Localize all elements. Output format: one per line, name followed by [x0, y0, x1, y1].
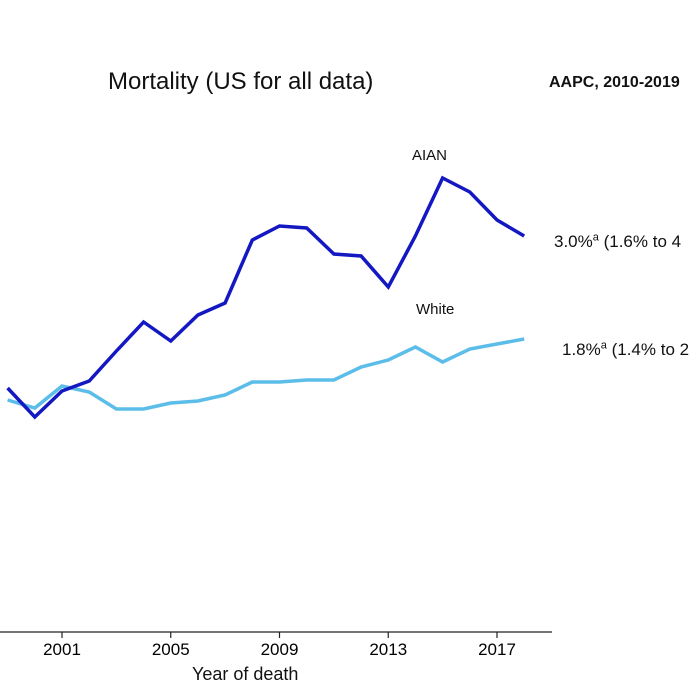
- aapc-aian-sup: a: [592, 231, 599, 244]
- aapc-white-value: 1.8%: [562, 340, 601, 359]
- aapc-aian-value: 3.0%: [554, 232, 593, 251]
- x-tick-label: 2013: [369, 640, 407, 659]
- x-tick-label: 2009: [261, 640, 299, 659]
- aapc-aian: 3.0%a (1.6% to 4: [554, 232, 681, 252]
- series-label-aian: AIAN: [412, 147, 448, 164]
- x-tick-label: 2017: [478, 640, 516, 659]
- aapc-white-ci: (1.4% to 2: [606, 340, 690, 359]
- chart-title: Mortality (US for all data): [108, 68, 374, 95]
- series-line-white: [7, 337, 525, 411]
- x-tick-label: 2005: [152, 640, 190, 659]
- aapc-aian-ci: (1.6% to 4: [598, 232, 682, 251]
- aapc-white-sup: a: [600, 339, 607, 352]
- x-axis-label: Year of death: [192, 664, 299, 684]
- series-lines: [6, 175, 526, 420]
- series-label-white: White: [416, 301, 455, 318]
- aapc-white: 1.8%a (1.4% to 2: [562, 340, 689, 360]
- x-axis-ticks: 2001 2005 2009 2013 2017: [43, 632, 516, 659]
- x-tick-label: 2001: [43, 640, 81, 659]
- series-line-aian: [6, 175, 526, 420]
- aapc-header: AAPC, 2010-2019: [549, 74, 680, 91]
